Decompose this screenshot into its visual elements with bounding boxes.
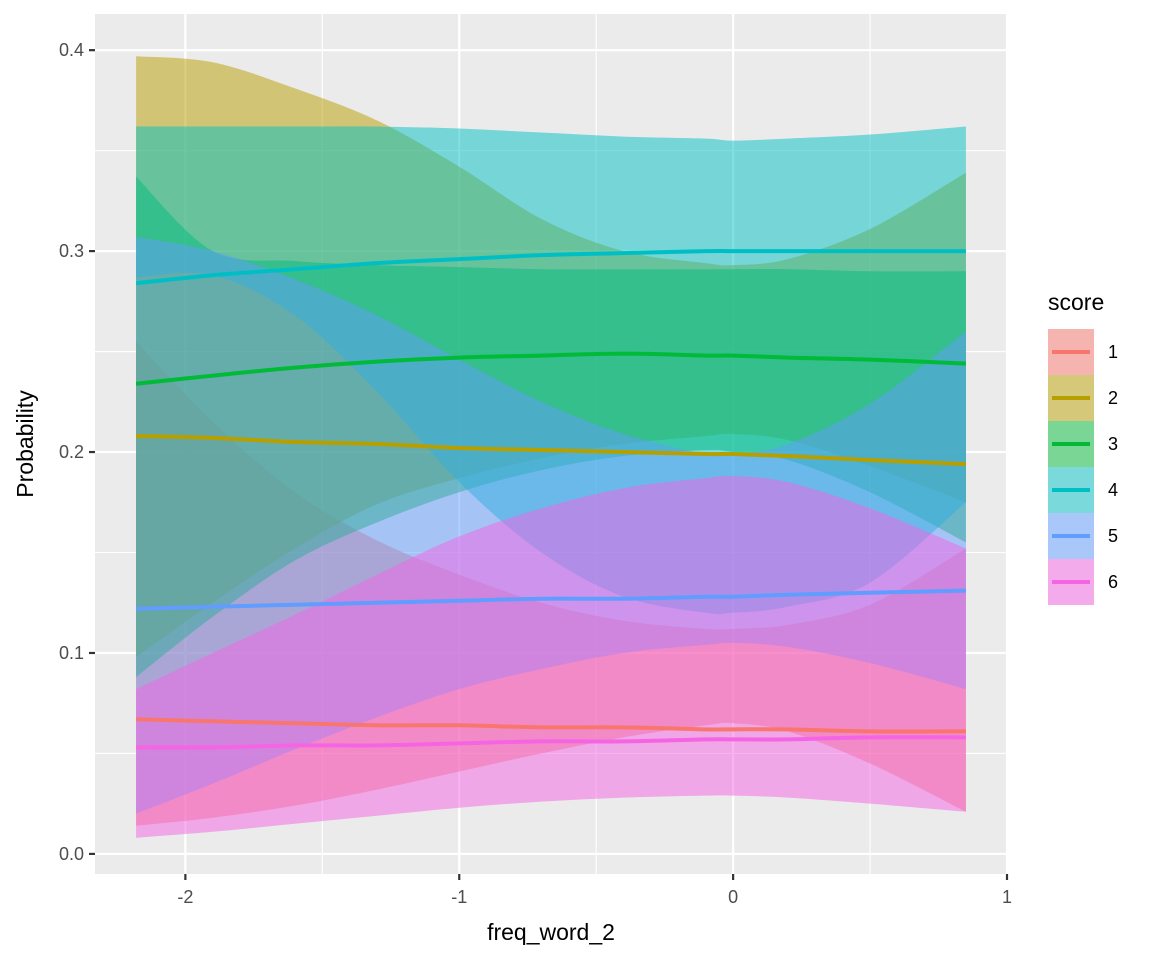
y-tick-label: 0.1	[59, 643, 84, 663]
legend-label-4: 4	[1108, 480, 1118, 500]
x-tick-label: -1	[451, 887, 467, 907]
x-tick-label: 1	[1002, 887, 1012, 907]
line-series-4	[135, 248, 966, 286]
y-axis-ticks: 0.0 0.1 0.2 0.3 0.4	[59, 40, 95, 864]
y-tick-label: 0.3	[59, 241, 84, 261]
legend-label-3: 3	[1108, 434, 1118, 454]
x-axis-title: freq_word_2	[487, 919, 615, 945]
legend-label-2: 2	[1108, 388, 1118, 408]
legend-title: score	[1048, 289, 1104, 315]
line-series-3	[135, 351, 967, 386]
x-axis-ticks: -2 -1 0 1	[177, 874, 1012, 907]
y-tick-label: 0.2	[59, 442, 84, 462]
line-series-2	[136, 433, 967, 467]
y-tick-label: 0.0	[59, 844, 84, 864]
legend: score 1 2 3 4 5 6	[1048, 289, 1118, 605]
line-series-5	[136, 588, 966, 611]
series-lines	[135, 248, 967, 750]
x-tick-label: 0	[728, 887, 738, 907]
line-series-1	[136, 717, 966, 734]
legend-label-1: 1	[1108, 342, 1118, 362]
line-series-6	[136, 735, 966, 750]
y-tick-label: 0.4	[59, 40, 84, 60]
x-tick-label: -2	[177, 887, 193, 907]
legend-label-6: 6	[1108, 572, 1118, 592]
y-axis-title: Probability	[12, 390, 38, 498]
legend-label-5: 5	[1108, 526, 1118, 546]
